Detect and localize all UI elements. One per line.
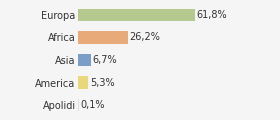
Bar (78, 76, 88, 89)
Text: 26,2%: 26,2% (129, 33, 160, 42)
Text: 0,1%: 0,1% (80, 100, 105, 110)
Bar (78, 54, 91, 66)
Bar (78, 31, 128, 44)
Text: 5,3%: 5,3% (90, 78, 115, 87)
Text: 61,8%: 61,8% (197, 10, 227, 20)
Text: 6,7%: 6,7% (93, 55, 117, 65)
Bar (78, 9, 195, 21)
